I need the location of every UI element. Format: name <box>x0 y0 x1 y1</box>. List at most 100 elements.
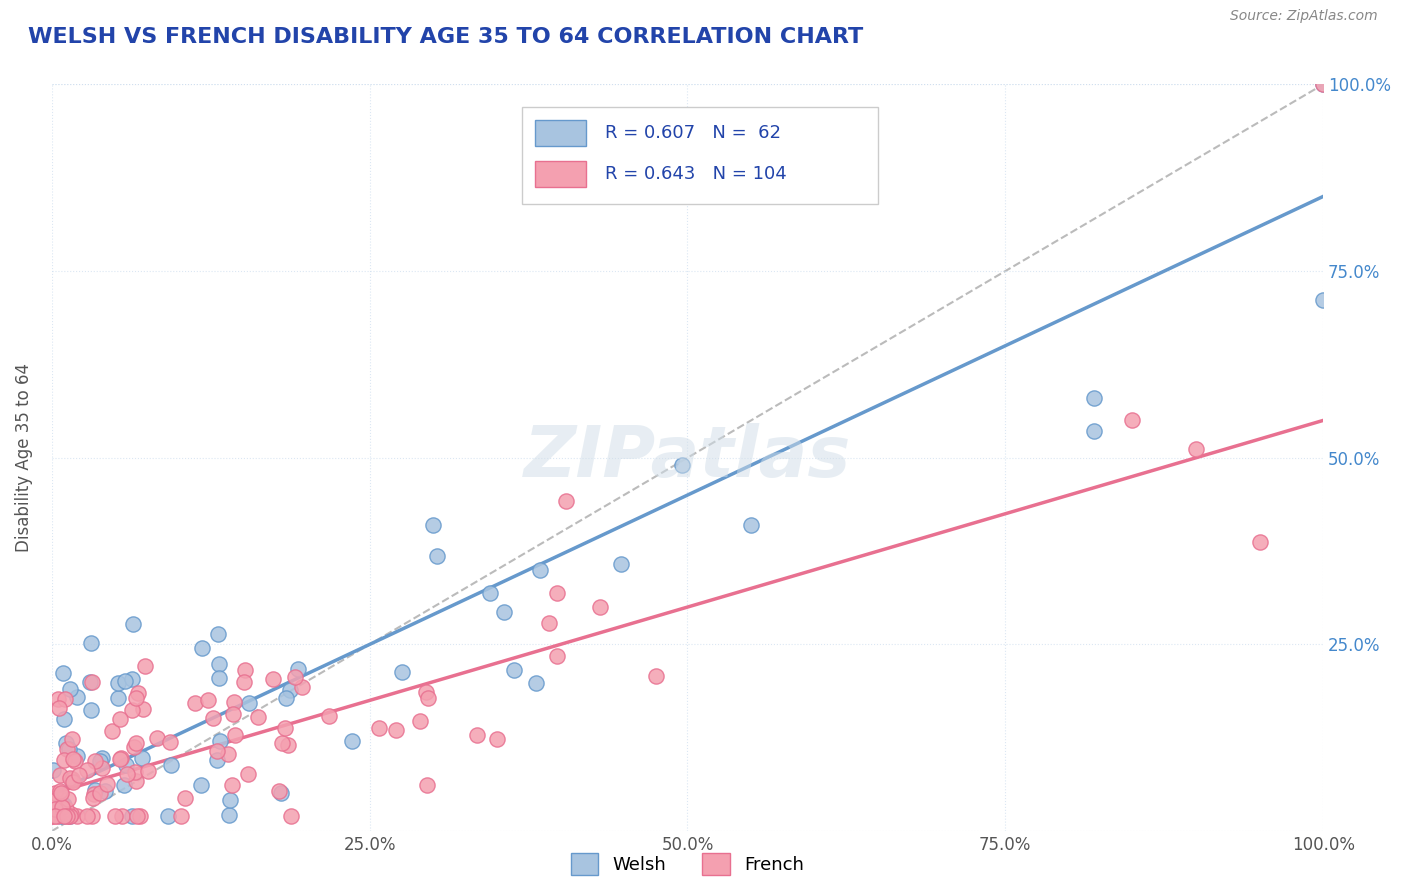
Point <box>274 722 297 736</box>
Point <box>1083 391 1105 405</box>
Point <box>56 741 79 756</box>
Point <box>287 662 309 676</box>
Point <box>409 714 432 729</box>
Point <box>222 695 245 709</box>
Point <box>1083 424 1105 438</box>
Point <box>1312 78 1334 92</box>
Point <box>53 712 76 726</box>
Point <box>51 800 73 814</box>
Point <box>278 682 301 697</box>
Point <box>60 806 83 821</box>
Point <box>201 711 224 725</box>
Point <box>219 793 242 807</box>
Point <box>53 797 76 812</box>
Point <box>274 690 297 705</box>
Point <box>51 786 73 800</box>
Point <box>486 732 509 747</box>
Point <box>60 772 83 787</box>
Point <box>52 809 75 823</box>
Point <box>44 786 66 800</box>
Point <box>59 771 82 785</box>
Point <box>270 786 292 800</box>
Point <box>122 739 145 754</box>
Point <box>66 749 89 764</box>
Point <box>76 809 98 823</box>
Point <box>46 692 69 706</box>
Point <box>207 626 229 640</box>
Point <box>208 733 231 747</box>
Point <box>131 751 153 765</box>
Point <box>184 696 207 710</box>
Point <box>236 766 259 780</box>
Legend: Welsh, French: Welsh, French <box>564 846 811 882</box>
Point <box>55 692 77 706</box>
Point <box>121 672 143 686</box>
Point <box>108 752 131 766</box>
Point <box>465 728 488 742</box>
Point <box>110 750 132 764</box>
Point <box>114 674 136 689</box>
Point <box>107 691 129 706</box>
Point <box>127 686 149 700</box>
Point <box>94 783 117 797</box>
Point <box>51 665 73 680</box>
Point <box>121 703 143 717</box>
Point <box>1249 535 1271 549</box>
Point <box>238 696 260 710</box>
Point <box>96 777 118 791</box>
Point <box>270 736 292 750</box>
Point <box>91 761 114 775</box>
Point <box>546 649 568 664</box>
Point <box>58 742 80 756</box>
Point <box>51 797 73 812</box>
Point <box>79 703 101 717</box>
Point <box>208 657 231 672</box>
Point <box>174 791 197 805</box>
Point <box>426 549 449 563</box>
Point <box>170 809 193 823</box>
Point <box>554 494 576 508</box>
Y-axis label: Disability Age 35 to 64: Disability Age 35 to 64 <box>15 363 32 552</box>
Point <box>136 764 159 779</box>
Point <box>391 665 413 680</box>
Point <box>80 809 103 823</box>
Point <box>83 783 105 797</box>
Point <box>79 674 101 689</box>
Point <box>82 675 104 690</box>
Point <box>82 791 104 805</box>
Point <box>65 809 87 823</box>
Point <box>233 663 256 677</box>
Point <box>44 809 66 823</box>
Point <box>108 712 131 726</box>
Point <box>62 752 84 766</box>
Point <box>368 721 391 735</box>
Point <box>217 747 239 761</box>
Point <box>63 754 86 768</box>
Point <box>112 778 135 792</box>
Point <box>340 734 363 748</box>
Point <box>67 768 90 782</box>
Point <box>224 728 246 742</box>
Point <box>132 702 155 716</box>
Point <box>385 723 408 737</box>
Point <box>122 617 145 632</box>
Point <box>55 802 77 816</box>
Point <box>53 809 76 823</box>
Point <box>104 809 127 823</box>
Point <box>42 794 65 808</box>
FancyBboxPatch shape <box>522 107 879 204</box>
Point <box>207 671 229 685</box>
Point <box>128 809 150 823</box>
Point <box>191 641 214 656</box>
Point <box>159 735 181 749</box>
Point <box>1185 442 1208 457</box>
Point <box>190 778 212 792</box>
Point <box>42 763 65 777</box>
Point <box>111 809 134 823</box>
Point <box>41 809 63 823</box>
Text: ZIPatlas: ZIPatlas <box>524 424 851 492</box>
Point <box>418 690 440 705</box>
Point <box>115 767 138 781</box>
Point <box>280 809 302 823</box>
Point <box>55 736 77 750</box>
